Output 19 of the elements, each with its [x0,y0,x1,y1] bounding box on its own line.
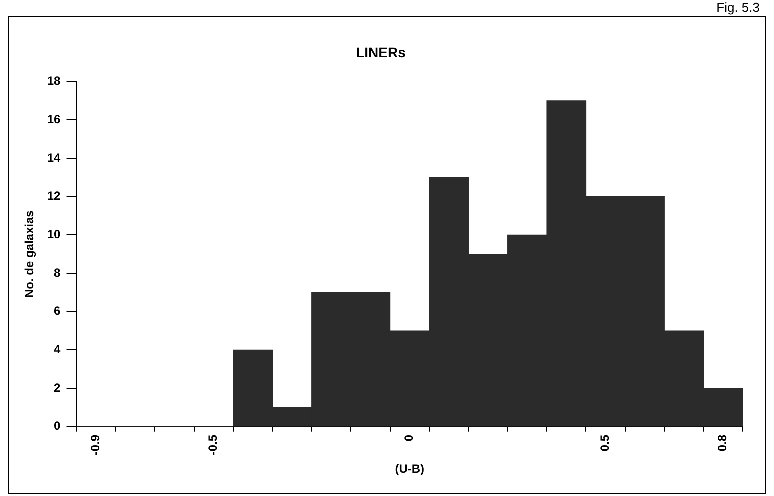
y-tick-label: 8 [54,266,62,280]
x-tick-label: 0.5 [598,434,612,452]
x-tick-label: -0.5 [206,434,220,456]
y-tick-label: 16 [47,112,62,126]
x-tick-label: 0 [402,434,416,442]
chart-title: LINERs [356,44,406,60]
x-axis-title: (U-B) [395,462,425,476]
y-tick-label: 10 [47,228,62,242]
y-tick-label: 0 [54,419,62,434]
x-tick-label: 0.8 [716,434,730,452]
y-tick-label: 2 [54,380,62,395]
x-tick-label: -0.9 [88,434,103,456]
y-axis-title: No. de galaxias [22,210,37,298]
y-tick-label: 12 [47,189,62,204]
y-tick-label: 4 [54,342,62,357]
y-tick-label: 18 [47,74,62,88]
y-tick-label: 6 [54,304,62,318]
caption: Fig. 5.3 [716,0,760,15]
y-tick-label: 14 [47,150,62,165]
